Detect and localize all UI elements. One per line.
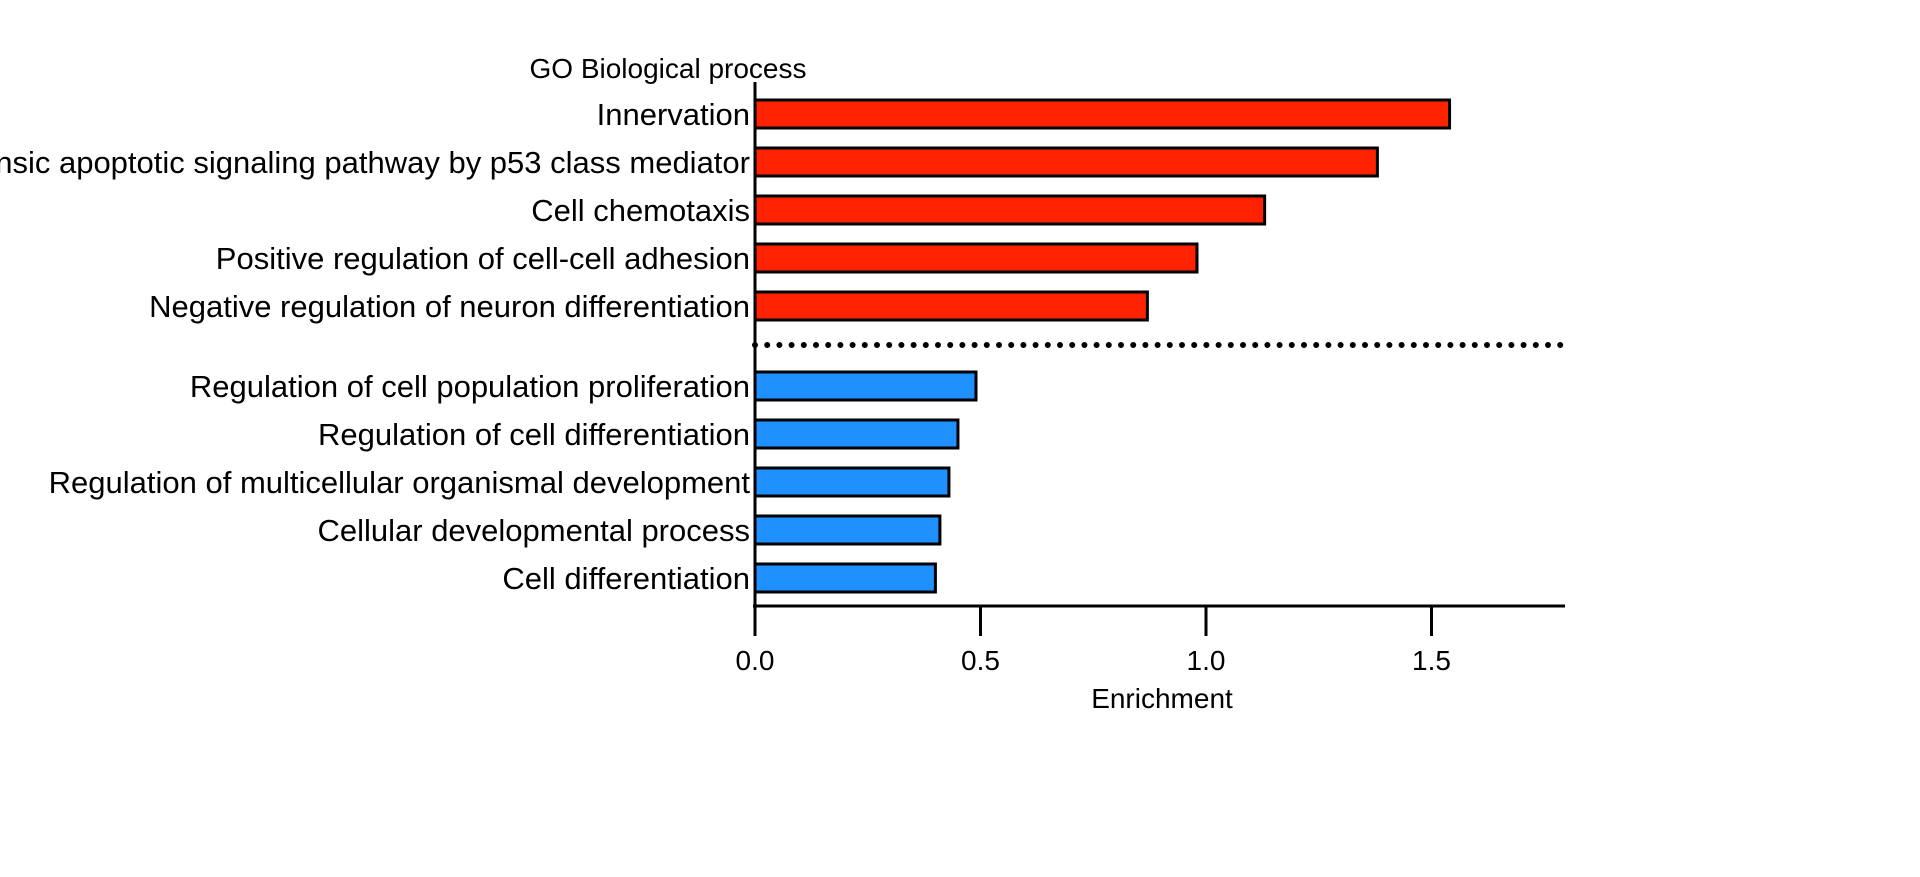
bar-lower-4	[753, 514, 942, 546]
bar-lower-5	[753, 562, 937, 594]
bars-group	[753, 98, 1452, 594]
category-label: Cell differentiation	[502, 561, 750, 596]
x-axis-title: Enrichment	[1091, 683, 1233, 714]
x-tick-label: 0.5	[961, 645, 1000, 676]
category-label: Regulation of cell differentiation	[318, 417, 750, 452]
category-label: Intrinsic apoptotic signaling pathway by…	[0, 145, 750, 180]
bar-upper-5	[753, 290, 1149, 322]
chart-title: GO Biological process	[529, 53, 806, 84]
bar-lower-1	[753, 370, 978, 402]
x-tick-label: 1.0	[1187, 645, 1226, 676]
bar-lower-2	[753, 418, 960, 450]
bar-upper-3	[753, 194, 1267, 226]
x-tick-label: 1.5	[1412, 645, 1451, 676]
category-label: Negative regulation of neuron differenti…	[149, 289, 750, 324]
category-label: Cell chemotaxis	[531, 193, 750, 228]
category-label: Positive regulation of cell-cell adhesio…	[216, 241, 750, 276]
bar-upper-2	[753, 146, 1379, 178]
category-label: Cellular developmental process	[317, 513, 750, 548]
bar-upper-1	[753, 98, 1452, 130]
x-tick-label: 0.0	[736, 645, 775, 676]
category-label: Regulation of multicellular organismal d…	[49, 465, 751, 500]
category-label: Innervation	[597, 97, 750, 132]
x-axis-ticks: 0.0 0.5 1.0 1.5	[736, 606, 1451, 676]
bar-upper-4	[753, 242, 1199, 274]
category-labels: Innervation Intrinsic apoptotic signaling…	[0, 97, 750, 596]
category-label: Regulation of cell population proliferat…	[190, 369, 750, 404]
bar-lower-3	[753, 466, 951, 498]
